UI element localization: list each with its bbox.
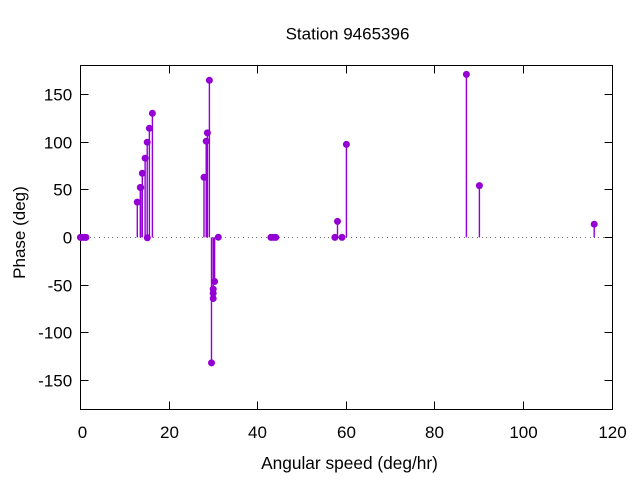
svg-text:100: 100 [509, 423, 537, 442]
svg-text:80: 80 [425, 423, 444, 442]
svg-text:50: 50 [53, 181, 72, 200]
svg-text:40: 40 [248, 423, 267, 442]
svg-text:-100: -100 [38, 324, 72, 343]
svg-text:20: 20 [160, 423, 179, 442]
svg-text:100: 100 [44, 134, 72, 153]
svg-text:150: 150 [44, 86, 72, 105]
svg-text:-150: -150 [38, 372, 72, 391]
svg-text:0: 0 [78, 423, 87, 442]
svg-text:Station 9465396: Station 9465396 [286, 24, 410, 43]
svg-text:-50: -50 [48, 277, 73, 296]
svg-text:Phase (deg): Phase (deg) [10, 186, 29, 279]
svg-text:120: 120 [598, 423, 626, 442]
svg-text:0: 0 [63, 229, 72, 248]
svg-text:60: 60 [337, 423, 356, 442]
svg-text:Angular speed (deg/hr): Angular speed (deg/hr) [261, 453, 438, 473]
